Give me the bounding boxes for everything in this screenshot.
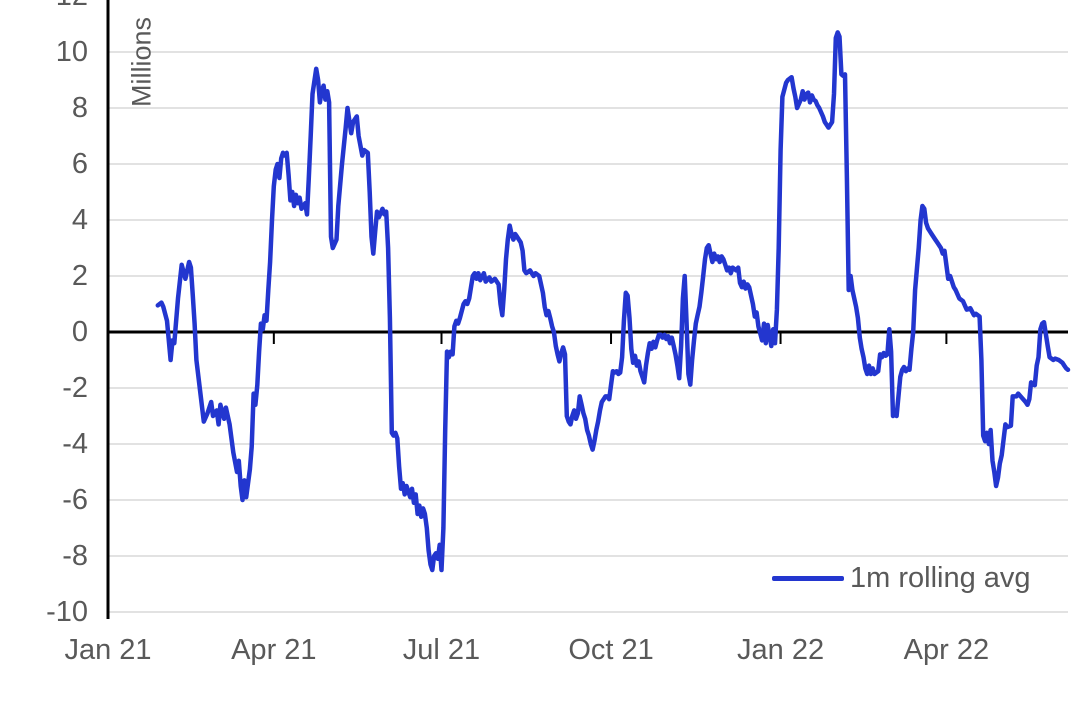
y-axis-tick-label--10: -10: [46, 596, 88, 628]
y-axis-tick-label--2: -2: [62, 372, 88, 404]
series-line-1m-rolling-avg: [155, 30, 1071, 573]
x-axis-tick-label-Jul-21: Jul 21: [402, 634, 481, 666]
x-axis-tick-label-Jan-22: Jan 22: [737, 634, 825, 666]
y-axis-tick-label--6: -6: [62, 484, 88, 516]
y-axis-tick-label-10: 10: [55, 36, 88, 68]
x-axis-tick-label-Jan-21: Jan 21: [64, 634, 152, 666]
legend: 1m rolling avg: [772, 560, 1031, 596]
y-axis-tick-label--4: -4: [62, 428, 88, 460]
y-axis-tick-label--8: -8: [62, 540, 88, 572]
x-axis-tick-label-Oct-21: Oct 21: [568, 634, 654, 666]
y-axis-tick-label-4: 4: [71, 204, 88, 236]
legend-series-label: 1m rolling avg: [850, 561, 1031, 594]
x-axis-tick-label-Apr-22: Apr 22: [903, 634, 990, 666]
y-axis-tick-label-2: 2: [71, 260, 88, 292]
legend-line-swatch: [772, 575, 844, 581]
y-axis-tick-label-6: 6: [71, 148, 88, 180]
y-axis-tick-label-0: 0: [71, 316, 88, 348]
y-axis-tick-label-8: 8: [71, 92, 88, 124]
x-axis-tick-label-Apr-21: Apr 21: [231, 634, 317, 666]
y-axis-title: Millions: [126, 16, 157, 108]
y-axis-tick-label-12: 12: [4, 0, 88, 13]
